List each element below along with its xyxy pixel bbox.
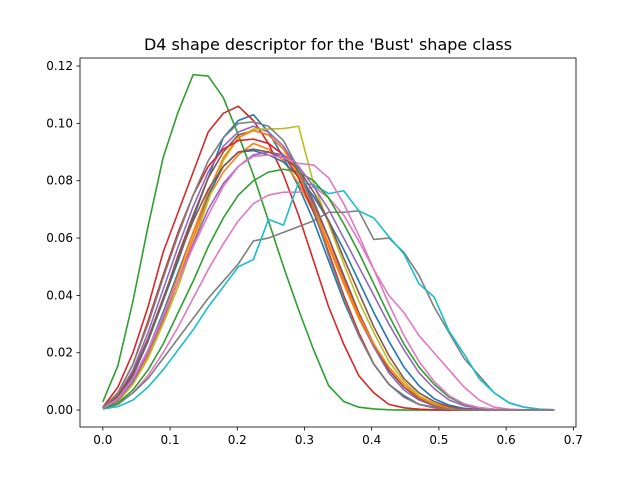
y-axis: 0.00 0.02 0.04 0.06 0.08 0.10 0.12 [46, 59, 80, 417]
y-tick-label: 0.04 [46, 288, 73, 302]
y-tick-label: 0.08 [46, 174, 73, 188]
y-tick-label: 0.12 [46, 59, 73, 73]
series-line-17 [102, 154, 555, 411]
x-tick-label: 0.0 [93, 433, 112, 447]
x-tick-label: 0.3 [295, 433, 314, 447]
x-axis: 0.0 0.1 0.2 0.3 0.4 0.5 0.6 0.7 [93, 427, 583, 447]
x-tick-label: 0.5 [429, 433, 448, 447]
y-tick-label: 0.10 [46, 116, 73, 130]
chart-title: D4 shape descriptor for the 'Bust' shape… [144, 35, 512, 54]
series-layer [102, 73, 555, 411]
plot-frame [79, 57, 577, 428]
series-line-18 [102, 121, 555, 411]
series-line-8 [102, 210, 555, 411]
x-tick-label: 0.2 [228, 433, 247, 447]
y-tick-label: 0.00 [46, 403, 73, 417]
x-tick-label: 0.1 [161, 433, 180, 447]
x-tick-label: 0.4 [362, 433, 381, 447]
series-line-10 [102, 181, 555, 411]
x-tick-label: 0.6 [497, 433, 516, 447]
y-tick-label: 0.06 [46, 231, 73, 245]
y-tick-label: 0.02 [46, 346, 73, 360]
x-tick-label: 0.7 [564, 433, 583, 447]
